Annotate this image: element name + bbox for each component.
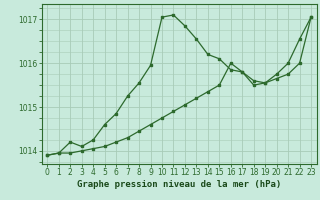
X-axis label: Graphe pression niveau de la mer (hPa): Graphe pression niveau de la mer (hPa)	[77, 180, 281, 189]
